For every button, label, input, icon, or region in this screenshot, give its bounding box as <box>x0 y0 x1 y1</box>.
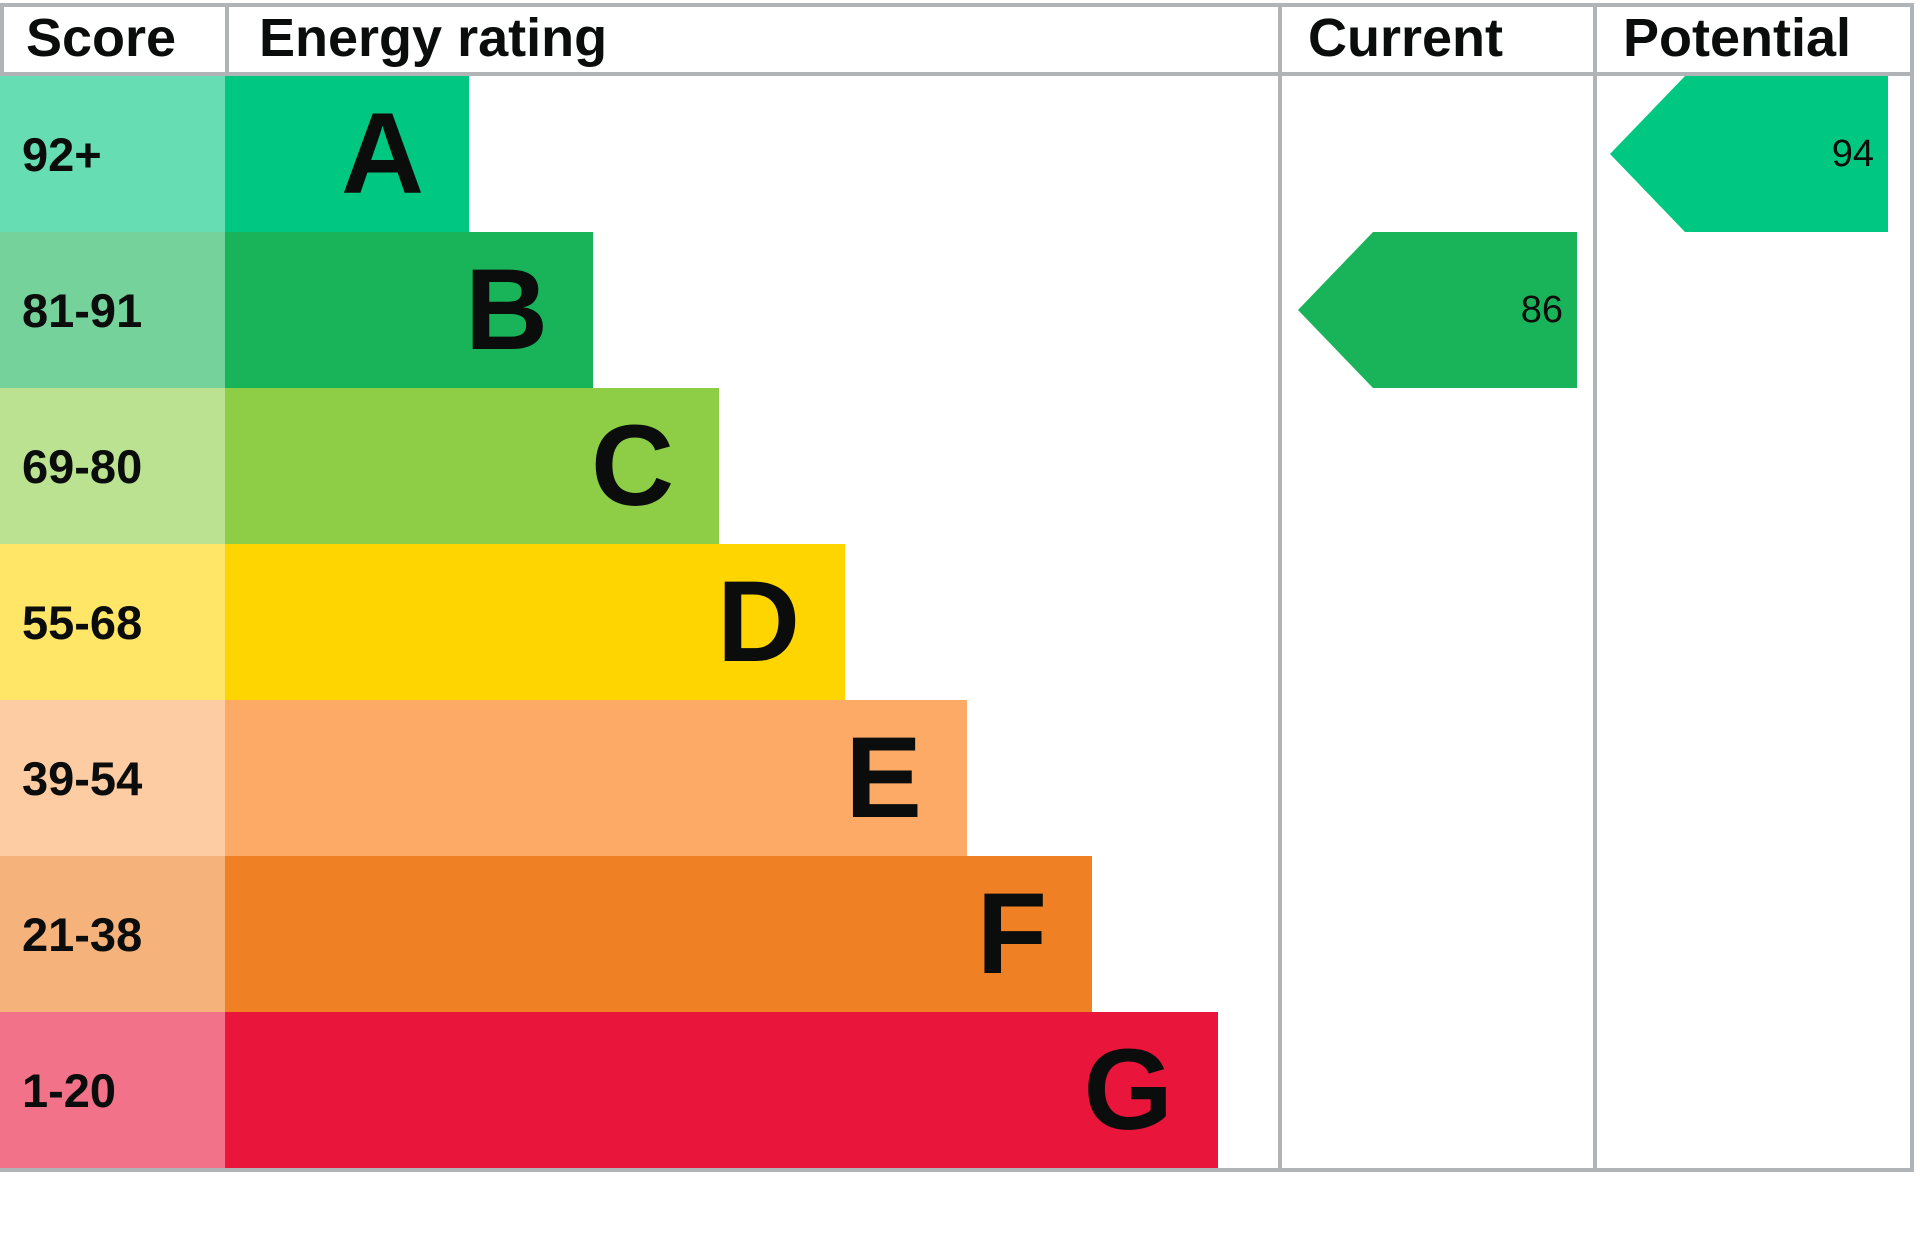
band-letter: G <box>1083 1025 1173 1154</box>
rating-bar: A <box>225 76 469 232</box>
band-row-g: 1-20 G <box>0 1012 1914 1168</box>
score-range: 55-68 <box>22 595 143 649</box>
rating-bar: C <box>225 388 719 544</box>
band-row-a: 92+ A <box>0 76 1914 232</box>
band-row-b: 81-91 B <box>0 232 1914 388</box>
score-cell: 55-68 <box>0 544 225 700</box>
score-cell: 81-91 <box>0 232 225 388</box>
band-row-d: 55-68 D <box>0 544 1914 700</box>
band-letter: D <box>716 557 800 686</box>
rating-bar: D <box>225 544 845 700</box>
score-range: 21-38 <box>22 907 143 961</box>
rating-bar: B <box>225 232 593 388</box>
band-row-f: 21-38 F <box>0 856 1914 1012</box>
score-cell: 1-20 <box>0 1012 225 1168</box>
score-cell: 21-38 <box>0 856 225 1012</box>
score-cell: 69-80 <box>0 388 225 544</box>
band-letter: F <box>976 869 1047 998</box>
band-letter: E <box>845 713 922 842</box>
epc-table: Score Energy rating Current Potential 92… <box>0 3 1914 1172</box>
rating-bar: E <box>225 700 967 856</box>
band-letter: A <box>340 89 424 218</box>
band-row-c: 69-80 C <box>0 388 1914 544</box>
header-score: Score <box>0 7 225 72</box>
score-range: 39-54 <box>22 751 143 805</box>
column-divider-potential <box>1593 76 1597 1168</box>
score-range: 81-91 <box>22 283 143 337</box>
table-right-border <box>1910 76 1914 1168</box>
table-header: Score Energy rating Current Potential <box>0 3 1914 76</box>
score-range: 1-20 <box>22 1063 117 1117</box>
score-range: 69-80 <box>22 439 143 493</box>
rating-bar: F <box>225 856 1092 1012</box>
column-divider-current <box>1278 76 1282 1168</box>
rating-bar: G <box>225 1012 1218 1168</box>
header-energy-rating: Energy rating <box>225 7 1278 72</box>
table-body: 92+ A 81-91 B 69-80 C <box>0 76 1914 1172</box>
potential-rating-value: 94 <box>1831 132 1874 175</box>
band-letter: B <box>464 245 548 374</box>
header-current: Current <box>1278 7 1593 72</box>
header-potential: Potential <box>1593 7 1914 72</box>
current-rating-value: 86 <box>1520 288 1563 331</box>
score-cell: 39-54 <box>0 700 225 856</box>
band-row-e: 39-54 E <box>0 700 1914 856</box>
score-cell: 92+ <box>0 76 225 232</box>
band-letter: C <box>590 401 674 530</box>
score-range: 92+ <box>22 127 102 181</box>
